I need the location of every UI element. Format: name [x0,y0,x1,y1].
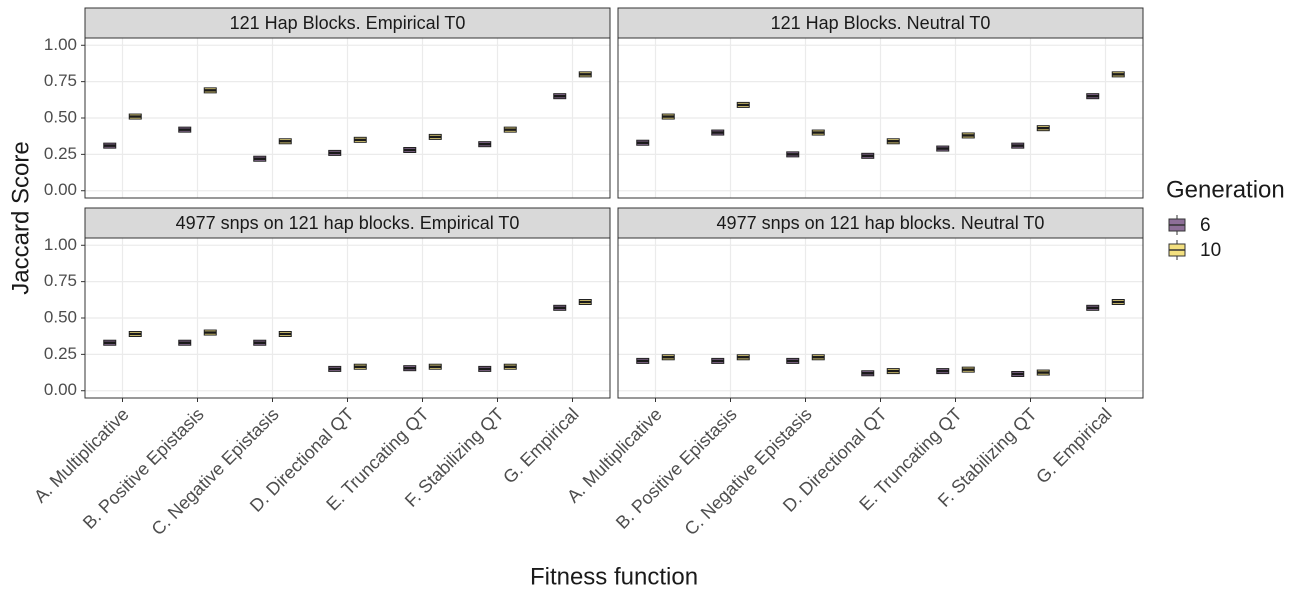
strip-title: 4977 snps on 121 hap blocks. Empirical T… [176,213,520,233]
y-tick-label: 0.50 [44,307,77,326]
y-tick-label: 1.00 [44,35,77,54]
legend-title: Generation [1166,176,1285,203]
y-tick-label: 0.25 [44,144,77,163]
strip [617,207,1144,239]
x-tick-label: C. Negative Epistasis [148,404,283,539]
y-tick-label: 0.25 [44,344,77,363]
x-tick-label: C. Negative Epistasis [681,404,816,539]
strip [617,7,1144,39]
x-tick-label: G. Empirical [1032,404,1115,487]
x-axis-title: Fitness function [530,563,698,590]
strip-title: 121 Hap Blocks. Neutral T0 [771,13,991,33]
y-tick-label: 0.00 [44,380,77,399]
panel-border [617,37,1144,199]
panel-border [84,37,611,199]
strip-title: 4977 snps on 121 hap blocks. Neutral T0 [717,213,1045,233]
y-tick-label: 1.00 [44,235,77,254]
y-tick-label: 0.75 [44,71,77,90]
y-axis-title: Jaccard Score [7,141,34,294]
legend-label: 6 [1200,215,1211,236]
y-tick-label: 0.50 [44,107,77,126]
strip [84,7,611,39]
legend-label: 10 [1200,240,1221,261]
strip-title: 121 Hap Blocks. Empirical T0 [230,13,466,33]
x-tick-label: G. Empirical [499,404,582,487]
y-tick-label: 0.00 [44,180,77,199]
y-tick-label: 0.75 [44,271,77,290]
